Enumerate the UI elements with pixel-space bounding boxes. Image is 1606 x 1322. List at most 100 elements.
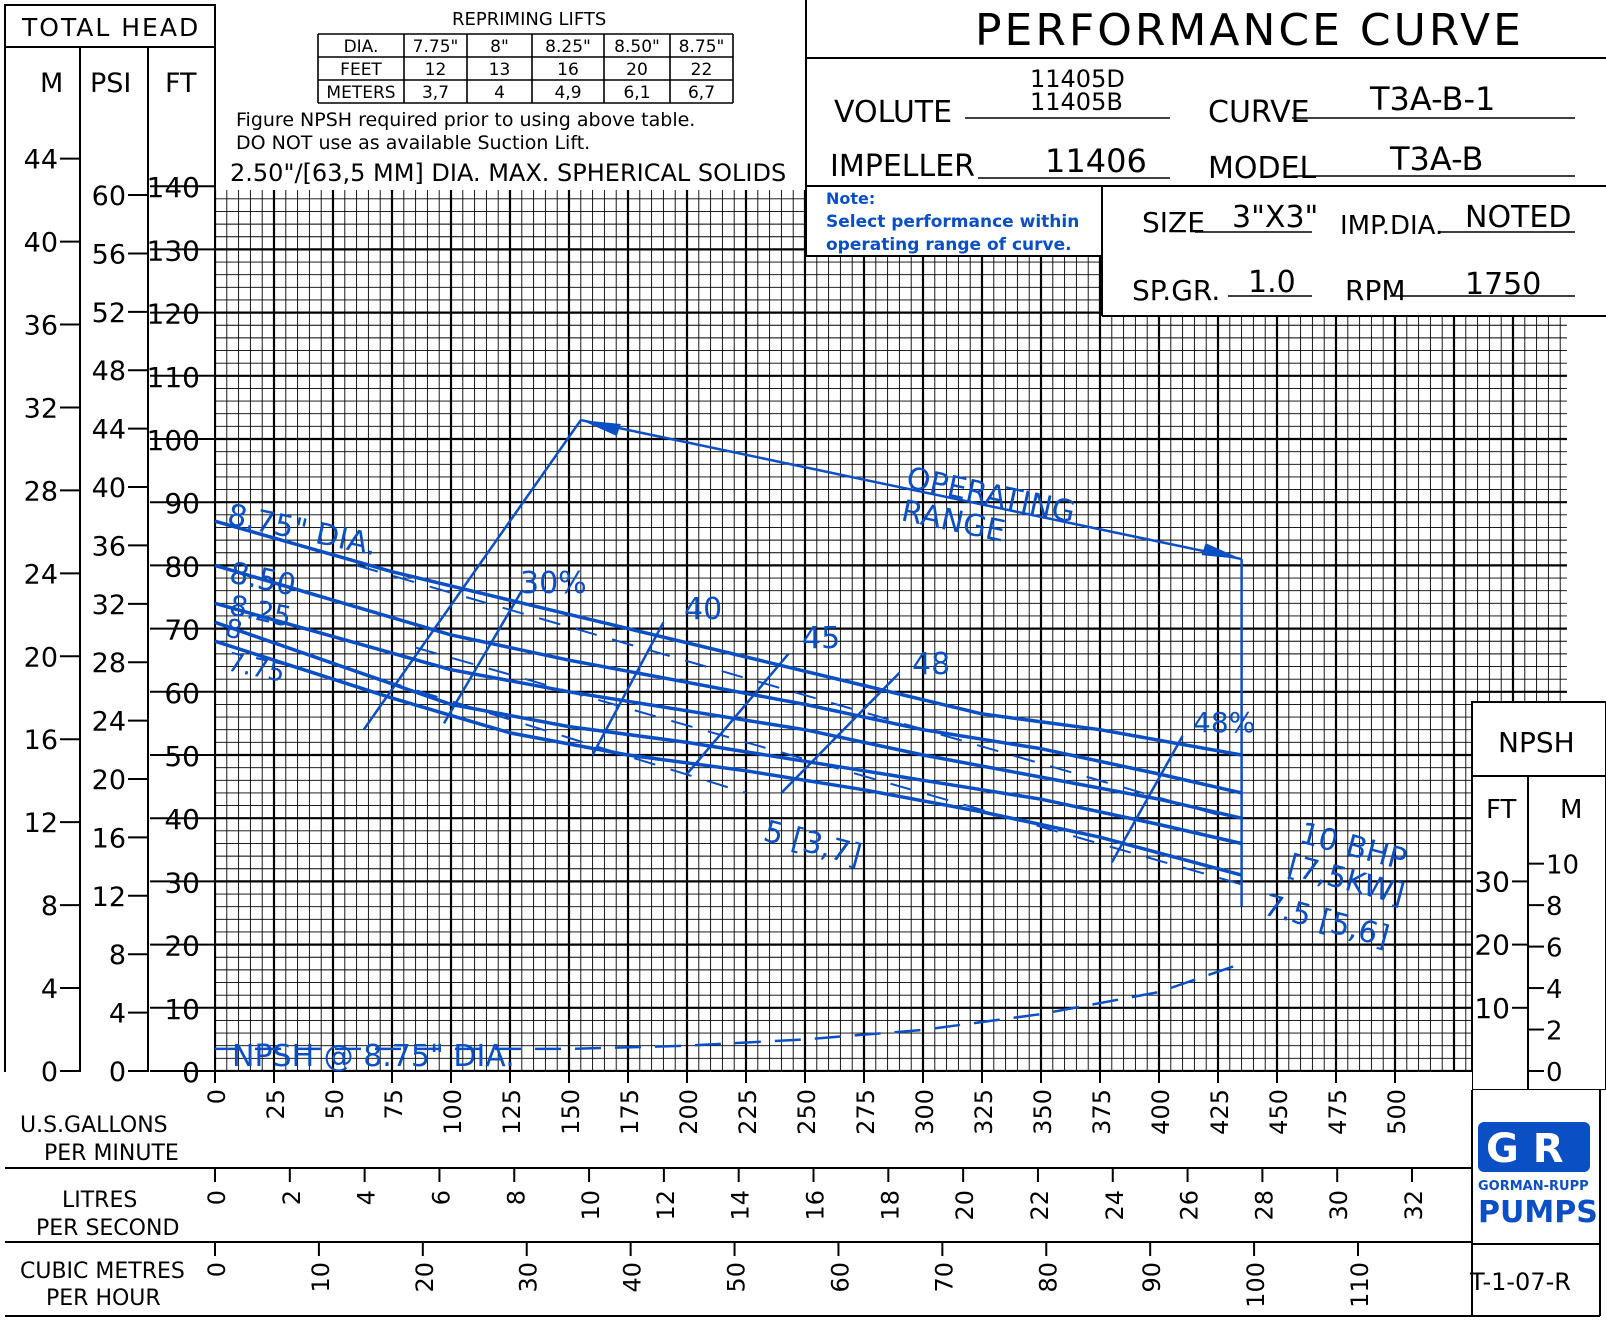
npsh-ft-tick-label: 10 <box>1474 992 1510 1025</box>
size-label: SIZE <box>1142 206 1205 239</box>
gpm-tick-label: 25 <box>262 1089 290 1120</box>
efficiency-line-4 <box>1110 735 1184 864</box>
doc-code: T-1-07-R <box>1469 1268 1571 1296</box>
lps-tick-label: 30 <box>1325 1190 1353 1221</box>
rep-cell: 20 <box>626 60 648 80</box>
head-curve-ext-1 <box>214 564 452 636</box>
repriming-title: REPRIMING LIFTS <box>452 9 606 30</box>
npsh-m-tick-label: 6 <box>1546 934 1563 964</box>
psi-tick-label: 20 <box>92 765 126 796</box>
rep-cell: 16 <box>557 60 579 80</box>
m-tick-label: 20 <box>24 642 58 673</box>
ft-tick-label: 20 <box>164 930 200 963</box>
psi-tick-label: 24 <box>92 707 126 738</box>
lps-label-1: LITRES <box>62 1188 137 1213</box>
npsh-col-m: M <box>1560 795 1582 825</box>
m-tick-label: 28 <box>24 476 58 507</box>
lps-tick-label: 10 <box>577 1190 605 1221</box>
rep-cell: 8.75" <box>679 37 725 57</box>
gpm-label-2: PER MINUTE <box>44 1141 179 1166</box>
solids-note: 2.50"/[63,5 MM] DIA. MAX. SPHERICAL SOLI… <box>230 159 786 187</box>
m-tick-label: 24 <box>24 559 58 590</box>
ft-tick-label: 70 <box>164 614 200 647</box>
gpm-tick-label: 175 <box>616 1089 644 1135</box>
rep-cell: 13 <box>489 60 511 80</box>
bhp-label-5: 5 [3,7] <box>760 814 865 874</box>
ft-tick-label: 130 <box>147 234 200 267</box>
volute-value-1: 11405D <box>1030 65 1125 93</box>
lps-tick-label: 20 <box>951 1190 979 1221</box>
logo-badge <box>1478 1122 1590 1172</box>
m3h-tick-label: 50 <box>723 1262 751 1293</box>
ft-tick-label: 80 <box>164 550 200 583</box>
psi-tick-label: 16 <box>92 823 126 854</box>
m-tick-label: 4 <box>41 974 58 1005</box>
head-curve-ext-4 <box>214 640 393 700</box>
m3h-tick-label: 70 <box>930 1262 958 1293</box>
lps-tick-label: 8 <box>502 1190 530 1205</box>
rep-cell: 3,7 <box>422 83 449 103</box>
eff-label-45: 45 <box>802 621 840 656</box>
axis-ticks: 0102030405060708090100110120130140048121… <box>24 145 1579 1308</box>
m-tick-label: 0 <box>41 1057 58 1088</box>
gpm-tick-label: 350 <box>1029 1089 1057 1135</box>
ft-tick-label: 110 <box>147 361 200 394</box>
gpm-tick-label: 475 <box>1324 1089 1352 1135</box>
rep-cell: 8" <box>490 37 509 57</box>
efficiency-line-2 <box>686 653 790 775</box>
rpm-value: 1750 <box>1465 267 1541 302</box>
volute-value-2: 11405B <box>1030 88 1123 116</box>
psi-tick-label: 4 <box>109 999 126 1030</box>
lps-tick-label: 16 <box>802 1190 830 1221</box>
bhp-line-1 <box>415 646 1254 889</box>
bottom-axis-bg <box>0 1072 1472 1322</box>
efficiency-line-3 <box>780 671 901 794</box>
m-tick-label: 40 <box>24 228 58 259</box>
m-tick-label: 8 <box>41 891 58 922</box>
logo-brand: GORMAN-RUPP <box>1478 1179 1589 1194</box>
operating-range-arrowhead-right <box>1201 543 1242 560</box>
m3h-tick-label: 90 <box>1138 1262 1166 1293</box>
gpm-tick-label: 400 <box>1147 1089 1175 1135</box>
head-curve-4 <box>214 639 1243 877</box>
spgr-value: 1.0 <box>1248 265 1296 300</box>
m3h-tick-label: 100 <box>1242 1262 1270 1308</box>
head-curve-ext-2 <box>214 602 452 671</box>
npsh-panel-title: NPSH <box>1498 726 1575 759</box>
ft-tick-label: 10 <box>164 993 200 1026</box>
header-block-bg <box>806 0 1606 188</box>
npsh-ft-tick-label: 30 <box>1474 865 1510 898</box>
rep-cell: 8.50" <box>614 37 660 57</box>
impdia-value: NOTED <box>1465 200 1571 235</box>
repriming-table: DIA. 7.75" 8" 8.25" 8.50" 8.75" FEET 12 13 16 20 22… <box>317 33 734 104</box>
gpm-tick-label: 50 <box>321 1089 349 1120</box>
lps-tick-label: 2 <box>278 1190 306 1205</box>
dia-label-800: 8 <box>223 614 245 647</box>
psi-tick-label: 44 <box>92 415 126 446</box>
repriming-note-2: DO NOT use as available Suction Lift. <box>236 132 590 154</box>
head-curve-ext-0 <box>214 520 393 573</box>
rep-cell: FEET <box>340 60 382 80</box>
ft-tick-label: 40 <box>164 803 200 836</box>
psi-tick-label: 8 <box>109 940 126 971</box>
ft-tick-label: 50 <box>164 740 200 773</box>
npsh-m-tick-label: 10 <box>1546 851 1579 881</box>
head-curve-ext-3 <box>214 621 452 706</box>
m3h-tick-label: 40 <box>619 1262 647 1293</box>
efficiency-line-1 <box>591 621 665 756</box>
eff-label-40: 40 <box>684 592 722 627</box>
impeller-label: IMPELLER <box>830 149 975 184</box>
m-tick-label: 16 <box>24 725 58 756</box>
spec-box <box>1102 186 1567 316</box>
model-value: T3A-B <box>1389 140 1483 178</box>
ft-tick-label: 90 <box>164 487 200 520</box>
npsh-curve <box>215 962 1243 1051</box>
operating-range-left-bound <box>362 419 582 731</box>
impdia-label: IMP.DIA. <box>1340 211 1443 241</box>
note-title: Note: <box>826 189 875 208</box>
rep-cell: DIA. <box>344 37 379 57</box>
lps-label-2: PER SECOND <box>36 1216 179 1241</box>
operating-range-arrow <box>580 418 1242 561</box>
